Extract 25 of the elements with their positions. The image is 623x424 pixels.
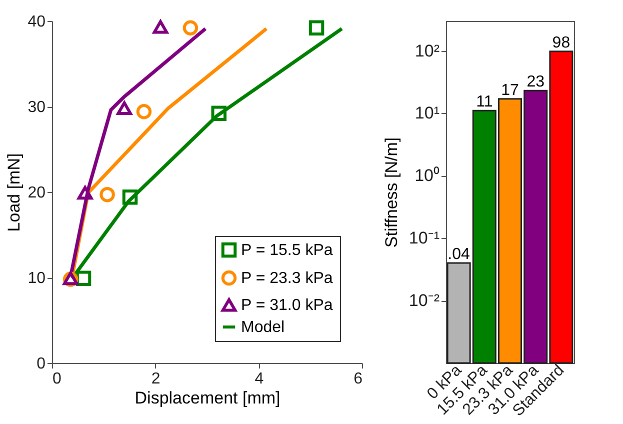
data-label: 98 — [552, 34, 570, 52]
y-tick-label: 10⁰ — [414, 166, 440, 186]
x-tick-label: 2 — [151, 370, 160, 388]
y-tick-label: 10⁻² — [408, 291, 440, 310]
y-tick-label: 40 — [28, 14, 46, 30]
legend-label: Model — [241, 319, 285, 336]
data-label: .04 — [448, 246, 470, 263]
data-label: 23 — [526, 74, 545, 91]
y-tick-label: 20 — [28, 184, 46, 202]
data-label: 11 — [476, 94, 493, 111]
y-tick-label: 30 — [28, 99, 46, 116]
y-tick-label: 10 — [28, 270, 46, 287]
x-tick-label: 0 — [52, 370, 62, 388]
y-tick-label: 10⁻¹ — [408, 228, 440, 248]
legend-label: P = 15.5 kPa — [241, 242, 333, 259]
y-tick-label: 10² — [414, 41, 440, 60]
y-axis-title: Load [mN] — [4, 153, 24, 232]
x-axis-title: Displacement [mm] — [134, 388, 280, 408]
y-axis-title: Stiffness [N/m] — [382, 137, 401, 248]
legend-label: P = 23.3 kPa — [241, 270, 333, 287]
data-label: 17 — [501, 82, 519, 99]
y-tick-label: 10¹ — [414, 104, 440, 123]
x-tick-label: 4 — [254, 370, 264, 388]
x-tick-label: 6 — [354, 370, 363, 388]
legend-label: P = 31.0 kPa — [241, 297, 333, 314]
